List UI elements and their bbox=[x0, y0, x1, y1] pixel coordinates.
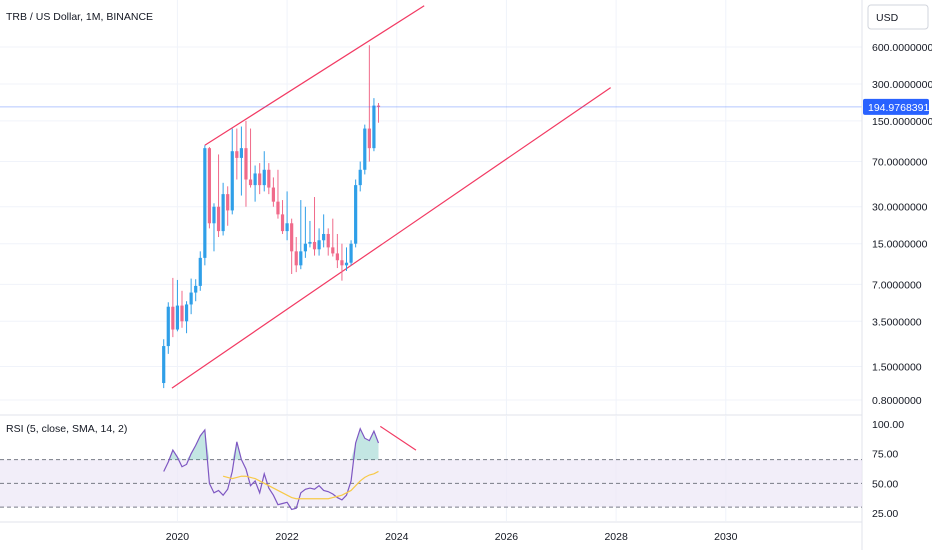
rsi-band bbox=[0, 459, 862, 508]
candle-body bbox=[285, 223, 289, 232]
price-tick-label: 3.5000000 bbox=[872, 316, 922, 328]
candle-body bbox=[194, 285, 198, 293]
time-axis-labels: 2020 2022 2024 2026 2028 2030 bbox=[166, 531, 738, 543]
time-tick-label: 2020 bbox=[166, 531, 190, 543]
currency-button[interactable] bbox=[867, 4, 929, 30]
time-tick-label: 2026 bbox=[495, 531, 519, 543]
price-axis-labels: 600.0000000 300.0000000 150.0000000 70.0000… bbox=[872, 42, 932, 407]
candle-body bbox=[267, 169, 271, 188]
rsi-line bbox=[163, 427, 380, 511]
candle-body bbox=[367, 128, 371, 149]
time-tick-label: 2022 bbox=[275, 531, 299, 543]
rsi-overbought-fill bbox=[163, 428, 379, 460]
candle-body bbox=[349, 243, 353, 263]
channel-line bbox=[204, 5, 425, 146]
candle-body bbox=[354, 185, 358, 244]
candle-body bbox=[340, 260, 344, 266]
time-tick-label: 2028 bbox=[604, 531, 628, 543]
candle-body bbox=[317, 240, 321, 250]
candle-body bbox=[162, 346, 166, 384]
price-tick-label: 1.5000000 bbox=[872, 361, 922, 373]
rsi-lines bbox=[163, 425, 417, 511]
candle-body bbox=[198, 257, 202, 286]
candle-body bbox=[344, 262, 349, 266]
candle-body bbox=[212, 206, 216, 224]
price-tick-label: 15.0000000 bbox=[872, 239, 928, 251]
candle-body bbox=[372, 105, 376, 149]
candle-body bbox=[189, 292, 193, 305]
candle-body bbox=[184, 304, 189, 322]
rsi-divergence-line bbox=[379, 425, 417, 451]
candle-body bbox=[290, 223, 294, 252]
price-tick-label: 300.0000000 bbox=[872, 79, 932, 91]
candle-body bbox=[203, 148, 207, 258]
candle-body bbox=[230, 151, 234, 211]
candle-body bbox=[280, 214, 285, 232]
candle-body bbox=[331, 247, 335, 254]
candle-body bbox=[180, 305, 184, 322]
rsi-tick-label: 25.00 bbox=[872, 508, 898, 520]
rsi-ma-line bbox=[222, 470, 379, 500]
candle-body bbox=[276, 201, 280, 215]
candle-body bbox=[308, 241, 312, 244]
candle-body bbox=[166, 306, 170, 347]
candle-body bbox=[271, 187, 275, 202]
price-tick-label: 70.0000000 bbox=[872, 157, 928, 169]
candle-body bbox=[299, 251, 303, 266]
candle-body bbox=[335, 253, 339, 261]
currency-label: USD bbox=[876, 12, 899, 24]
candle-body bbox=[175, 305, 180, 330]
last-price-tag: 194.9768391 bbox=[863, 98, 929, 115]
price-tick-label: 600.0000000 bbox=[872, 42, 932, 54]
rsi-pane[interactable] bbox=[0, 425, 862, 511]
candle-body bbox=[235, 151, 239, 158]
candle-body bbox=[312, 241, 317, 250]
rsi-tick-label: 75.00 bbox=[872, 449, 898, 461]
rsi-tick-label: 100.00 bbox=[872, 419, 904, 431]
candle-body bbox=[322, 233, 326, 241]
price-tick-label: 30.0000000 bbox=[872, 202, 928, 214]
candles bbox=[162, 45, 381, 389]
candle-body bbox=[294, 251, 298, 266]
candle-body bbox=[244, 148, 248, 180]
rsi-axis-labels: 100.00 75.00 50.00 25.00 bbox=[872, 419, 904, 520]
candle-body bbox=[248, 179, 253, 186]
price-tick-label: 150.0000000 bbox=[872, 116, 932, 128]
time-tick-label: 2030 bbox=[714, 531, 738, 543]
candle-body bbox=[376, 105, 381, 107]
price-axis[interactable] bbox=[862, 0, 932, 550]
candle-body bbox=[221, 194, 225, 232]
candle-body bbox=[358, 169, 362, 186]
candle-body bbox=[171, 306, 175, 330]
candle-body bbox=[262, 169, 266, 186]
chart-title: TRB / US Dollar, 1M, BINANCE bbox=[6, 11, 153, 23]
candle-body bbox=[207, 148, 212, 224]
candle-body bbox=[303, 243, 307, 252]
candle-body bbox=[216, 206, 221, 232]
price-pane[interactable] bbox=[0, 5, 862, 389]
candle-body bbox=[226, 194, 230, 211]
candle-body bbox=[363, 128, 367, 170]
candle-body bbox=[326, 233, 330, 248]
channel-line bbox=[171, 87, 611, 389]
channel-lines[interactable] bbox=[171, 5, 611, 389]
candle-body bbox=[239, 148, 243, 158]
candle-body bbox=[258, 173, 262, 186]
rsi-legend: RSI (5, close, SMA, 14, 2) bbox=[6, 423, 127, 435]
price-tick-label: 0.8000000 bbox=[872, 395, 922, 407]
rsi-tick-label: 50.00 bbox=[872, 478, 898, 490]
price-tick-label: 7.0000000 bbox=[872, 279, 922, 291]
candle-body bbox=[253, 173, 257, 186]
svg-text:194.9768391: 194.9768391 bbox=[868, 102, 929, 114]
time-tick-label: 2024 bbox=[385, 531, 409, 543]
